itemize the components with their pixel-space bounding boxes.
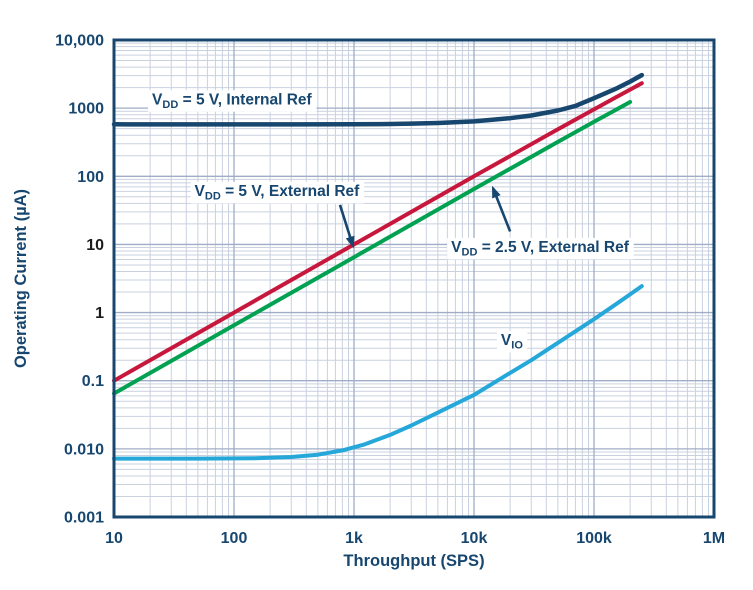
annotation-arrow — [338, 204, 355, 249]
annotation-label-background — [496, 331, 528, 353]
series-line-vdd-5-v-internal-ref — [111, 72, 645, 127]
series-line-vio — [112, 284, 644, 461]
y-tick-label: 1 — [95, 305, 104, 322]
y-tick-label: 1000 — [68, 101, 104, 118]
annotation-vdd25-external-ref: VDD​ = 2.5 V, External Ref — [447, 185, 634, 260]
x-axis-title: Throughput (SPS) — [343, 552, 484, 570]
plot-frame — [112, 38, 716, 519]
y-tick-label: 100 — [77, 169, 104, 186]
grid-minor-lines — [114, 40, 714, 517]
annotation-label-background — [190, 181, 365, 204]
annotation-vio: VIO​ — [496, 331, 528, 353]
x-tick-label: 10k — [461, 530, 488, 547]
y-tick-label: 0.001 — [64, 510, 104, 527]
y-tick-label: 0.010 — [64, 441, 104, 458]
series-line-vdd-2-5-v-external-ref — [112, 100, 633, 396]
x-tick-label: 100k — [576, 530, 612, 547]
annotation-text: VDD​ = 2.5 V, External Ref — [451, 239, 630, 259]
y-tick-label: 10 — [86, 237, 104, 254]
annotation-label-background — [148, 90, 317, 112]
y-tick-label: 10,000 — [55, 33, 104, 50]
annotation-text: VDD​ = 5 V, External Ref — [195, 183, 361, 203]
annotation-label-background — [447, 237, 634, 260]
annotation-vdd5-internal-ref: VDD​ = 5 V, Internal Ref — [148, 90, 317, 112]
annotation-vdd5-external-ref: VDD​ = 5 V, External Ref — [190, 181, 365, 249]
y-axis-title: Operating Current (µA) — [12, 189, 30, 368]
x-tick-label: 1M — [703, 530, 725, 547]
x-tick-label: 10 — [105, 530, 123, 547]
y-tick-label: 0.1 — [82, 373, 104, 390]
series-line-vdd-5-v-external-ref — [112, 81, 644, 383]
annotation-text: VDD​ = 5 V, Internal Ref — [152, 91, 312, 111]
x-tick-label: 1k — [345, 530, 363, 547]
x-tick-label: 100 — [221, 530, 248, 547]
annotation-text: VIO​ — [501, 332, 523, 352]
annotation-arrow — [491, 185, 512, 232]
